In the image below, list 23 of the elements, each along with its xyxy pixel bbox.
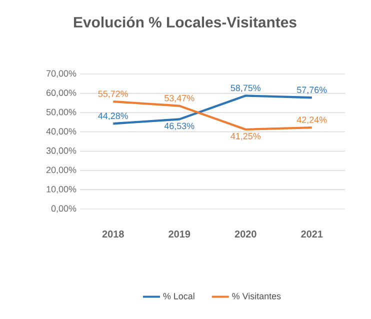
x-tick-label: 2018	[102, 230, 124, 238]
y-tick-label: 50,00%	[46, 108, 76, 116]
y-tick-label: 20,00%	[46, 166, 76, 174]
data-label: 53,47%	[164, 94, 194, 102]
data-label: 42,24%	[296, 116, 327, 124]
y-tick-label: 30,00%	[46, 147, 76, 155]
legend-label: % Local	[163, 292, 194, 300]
y-tick-label: 0,00%	[51, 205, 76, 213]
data-label: 58,75%	[230, 84, 261, 92]
data-label: 55,72%	[98, 90, 128, 98]
data-label: 46,53%	[164, 122, 194, 130]
y-tick-label: 10,00%	[46, 186, 76, 194]
y-tick-label: 70,00%	[46, 70, 76, 78]
data-label: 57,76%	[297, 86, 327, 94]
y-tick-label: 40,00%	[46, 128, 76, 136]
data-label: 41,25%	[230, 132, 261, 140]
data-label: 44,28%	[98, 112, 128, 120]
x-tick-label: 2021	[301, 230, 323, 238]
legend-label: % Visitantes	[232, 292, 281, 300]
x-tick-label: 2020	[234, 230, 256, 238]
y-tick-label: 60,00%	[46, 90, 76, 97]
chart-title: Evolución % Locales-Visitantes	[74, 16, 296, 28]
x-tick-label: 2019	[168, 230, 190, 238]
